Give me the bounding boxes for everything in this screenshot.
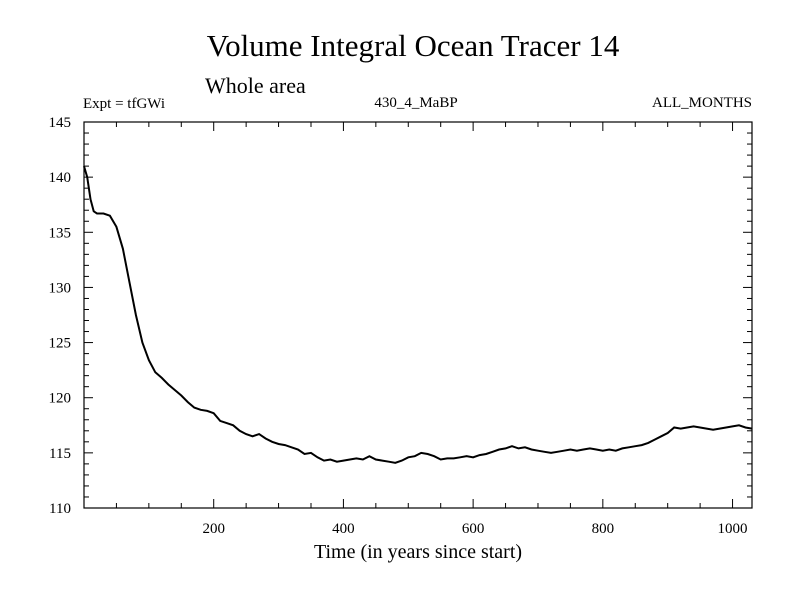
y-tick-label: 125 [49,336,72,352]
y-tick-label: 135 [49,225,72,241]
x-tick-label: 600 [462,521,485,537]
x-tick-label: 400 [332,521,355,537]
months-label: ALL_MONTHS [652,95,752,111]
x-axis-label: Time (in years since start) [314,541,522,563]
y-tick-label: 115 [49,446,71,462]
period-label: 430_4_MaBP [374,95,457,111]
expt-label: Expt = tfGWi [83,96,165,112]
plot-frame [83,121,753,509]
y-tick-label: 110 [49,501,71,517]
x-tick-label: 1000 [718,521,748,537]
y-tick-label: 140 [49,170,72,186]
x-tick-label: 800 [592,521,615,537]
y-tick-label: 145 [49,115,72,131]
y-tick-label: 130 [49,280,72,296]
chart-title: Volume Integral Ocean Tracer 14 [207,28,620,63]
series-line [83,165,753,464]
chart-subtitle: Whole area [205,73,306,98]
y-tick-label: 120 [49,391,72,407]
x-tick-label: 200 [202,521,225,537]
